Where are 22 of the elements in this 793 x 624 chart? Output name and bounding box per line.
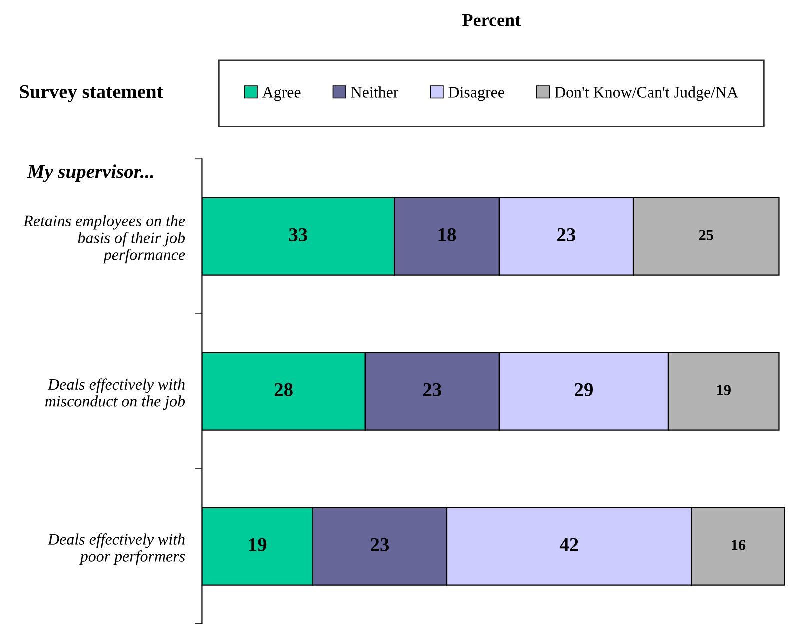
data-label: 23	[371, 538, 390, 552]
data-label: 33	[289, 228, 308, 242]
data-label: 18	[438, 228, 456, 242]
y-tick-label: Retains employees on the basis of their job performance	[24, 215, 186, 264]
text: My supervisor...	[27, 164, 154, 182]
y-axis-title: Survey statement	[20, 85, 164, 102]
chart-title: Percent	[462, 14, 521, 26]
y-tick-label: Deals effectively with misconduct on the job	[46, 378, 186, 410]
legend-label: Disagree	[448, 87, 504, 102]
data-label: 16	[732, 540, 746, 550]
data-label: 19	[249, 538, 267, 552]
data-label: 28	[274, 383, 293, 396]
legend-label: Agree	[262, 87, 301, 102]
data-label: 42	[560, 538, 578, 552]
data-label: 19	[717, 385, 731, 396]
legend-label: Don't Know/Can't Judge/NA	[554, 86, 738, 102]
data-label: 23	[424, 383, 442, 396]
legend-label: Neither	[351, 86, 399, 98]
data-label: 29	[575, 383, 594, 396]
y-tick-label: Deals effectively with poor performers	[48, 534, 186, 566]
data-label: 23	[558, 228, 576, 242]
data-label: 25	[699, 230, 714, 240]
